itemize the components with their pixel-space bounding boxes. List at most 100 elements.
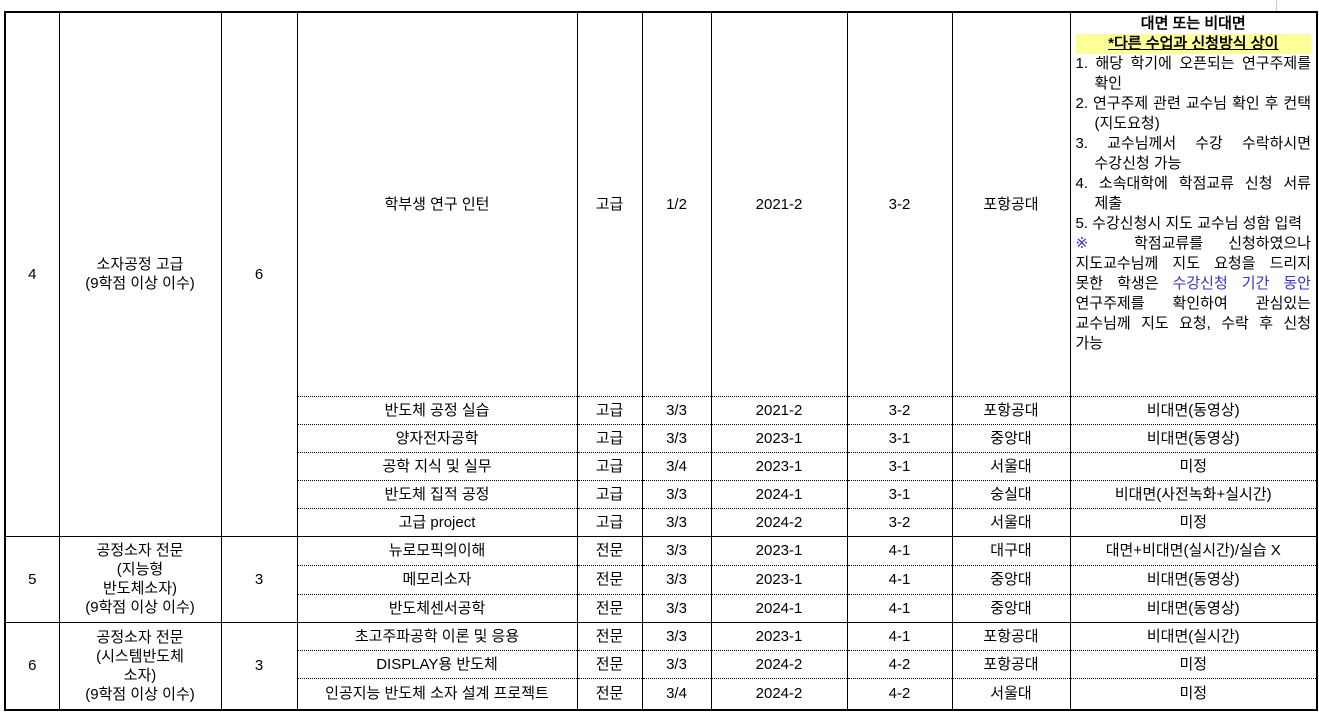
category-line: 소자공정 고급 [96, 256, 184, 274]
cell-group-no: 4 [4, 11, 59, 536]
cell-university: 대구대 [951, 535, 1070, 565]
cell-level: 전문 [576, 649, 642, 678]
cell-course-name: 학부생 연구 인턴 [296, 11, 577, 396]
category-line: (9학점 이상 이수) [85, 685, 195, 703]
cell-course-name: DISPLAY용 반도체 [296, 649, 577, 678]
cell-university: 포항공대 [951, 649, 1070, 678]
note-title: 대면 또는 비대면 [1140, 15, 1246, 32]
note-warning: ※ 학점교류를 신청하였으나 지도교수님께 지도 요청을 드리지 못한 학생은 … [1076, 234, 1312, 354]
cell-university: 서울대 [951, 677, 1070, 710]
category-line: 소자) [123, 666, 157, 684]
cell-note: 비대면(동영상) [1069, 593, 1317, 622]
cell-grade: 4-1 [846, 535, 952, 565]
cell-ratio: 3/3 [641, 423, 711, 452]
cell-level: 고급 [576, 479, 642, 508]
cell-level: 전문 [576, 677, 642, 710]
cell-term: 2021-2 [710, 395, 847, 424]
table-row: 공학 지식 및 실무 고급 3/4 2023-1 3-1 서울대 미정 [5, 451, 1317, 480]
warning-text: 연구주제를 확인하여 관심있는 교수님께 지도 요청, 수락 후 신청 가능 [1075, 295, 1312, 352]
table-row: 반도체 집적 공정 고급 3/3 2024-1 3-1 숭실대 비대면(사전녹화… [5, 479, 1317, 508]
cell-grade: 3-2 [846, 11, 952, 396]
cell-term: 2023-1 [710, 621, 847, 650]
cell-level: 고급 [576, 451, 642, 480]
cell-term: 2024-2 [710, 677, 847, 710]
cell-note: 비대면(사전녹화+실시간) [1069, 479, 1317, 508]
cell-group-no: 5 [4, 535, 59, 622]
cell-level: 전문 [576, 621, 642, 650]
cell-note: 미정 [1069, 649, 1317, 678]
table-row: 양자전자공학 고급 3/3 2023-1 3-1 중앙대 비대면(동영상) [5, 423, 1317, 452]
cell-ratio: 3/3 [641, 649, 711, 678]
table-row: 고급 project 고급 3/3 2024-2 3-2 서울대 미정 [5, 507, 1317, 536]
cell-grade: 4-1 [846, 564, 952, 594]
cell-note-special: 대면 또는 비대면 *다른 수업과 신청방식 상이 1. 해당 학기에 오픈되는… [1069, 11, 1317, 396]
cell-grade: 3-1 [846, 479, 952, 508]
table-row: 반도체센서공학 전문 3/3 2024-1 4-1 중앙대 비대면(동영상) [5, 593, 1317, 622]
cell-course-name: 반도체센서공학 [296, 593, 577, 622]
cell-grade: 4-2 [846, 677, 952, 710]
cell-note: 미정 [1069, 451, 1317, 480]
cell-grade: 4-2 [846, 649, 952, 678]
cell-term: 2023-1 [710, 564, 847, 594]
table-row: 반도체 공정 실습 고급 3/3 2021-2 3-2 포항공대 비대면(동영상… [5, 395, 1317, 424]
cell-grade: 3-1 [846, 451, 952, 480]
table-row: 6 공정소자 전문 (시스템반도체 소자) (9학점 이상 이수) 3 초고주파… [4, 621, 1317, 710]
cell-category: 공정소자 전문 (시스템반도체 소자) (9학점 이상 이수) [58, 621, 221, 710]
table-row: DISPLAY용 반도체 전문 3/3 2024-2 4-2 포항공대 미정 [5, 649, 1317, 678]
note-step: 1. 해당 학기에 오픈되는 연구주제를 확인 [1075, 55, 1312, 92]
warning-emphasis: 수강신청 기간 동안 [1172, 275, 1311, 292]
table-row: 인공지능 반도체 소자 설계 프로젝트 전문 3/4 2024-2 4-2 서울… [5, 677, 1317, 710]
cell-course-name: 고급 project [296, 507, 577, 536]
note-step: 3. 교수님께서 수강 수락하시면 수강신청 가능 [1075, 135, 1312, 172]
note-step: 4. 소속대학에 학점교류 신청 서류 제출 [1075, 175, 1312, 212]
note-step: 5. 수강신청시 지도 교수님 성함 입력 [1075, 215, 1303, 232]
cell-course-name: 공학 지식 및 실무 [296, 451, 577, 480]
table-row: 메모리소자 전문 3/3 2023-1 4-1 중앙대 비대면(동영상) [5, 564, 1317, 594]
cell-credits: 3 [220, 535, 297, 622]
category-line: (9학점 이상 이수) [85, 275, 195, 293]
cell-note: 비대면(실시간) [1069, 621, 1317, 650]
cell-university: 포항공대 [951, 395, 1070, 424]
category-line: (9학점 이상 이수) [85, 599, 195, 616]
cell-note: 대면+비대면(실시간)/실습 X [1069, 535, 1317, 565]
table-row: 5 공정소자 전문 (지능형 반도체소자) (9학점 이상 이수) 3 뉴로모픽… [4, 535, 1317, 622]
cell-note: 미정 [1069, 677, 1317, 710]
cell-course-name: 뉴로모픽의이해 [296, 535, 577, 565]
cell-term: 2024-1 [710, 479, 847, 508]
cell-ratio: 3/3 [641, 479, 711, 508]
cell-note: 미정 [1069, 507, 1317, 536]
cell-level: 전문 [576, 593, 642, 622]
cell-ratio: 3/4 [641, 677, 711, 710]
cell-university: 서울대 [951, 507, 1070, 536]
cell-term: 2024-2 [710, 649, 847, 678]
cell-level: 고급 [576, 423, 642, 452]
cell-course-name: 초고주파공학 이론 및 응용 [296, 621, 577, 650]
cell-ratio: 1/2 [641, 11, 711, 396]
warning-text: 학점교류를 신청하였으나 지도교수님께 지도 요청을 드리지 못한 학생은 [1075, 235, 1312, 292]
cell-level: 전문 [576, 564, 642, 594]
cell-ratio: 3/4 [641, 451, 711, 480]
cell-note: 비대면(동영상) [1069, 423, 1317, 452]
cell-course-name: 인공지능 반도체 소자 설계 프로젝트 [296, 677, 577, 710]
cell-ratio: 3/3 [641, 507, 711, 536]
category-line: 공정소자 전문 [96, 542, 184, 559]
category-line: (지능형 [116, 561, 164, 578]
table-row: 4 소자공정 고급 (9학점 이상 이수) 6 학부생 연구 인턴 고급 1/2… [4, 11, 1317, 536]
cell-note: 비대면(동영상) [1069, 564, 1317, 594]
cell-grade: 3-2 [846, 395, 952, 424]
category-line: 반도체소자) [103, 580, 177, 597]
cell-ratio: 3/3 [641, 535, 711, 565]
cell-credits: 6 [220, 11, 297, 536]
cell-term: 2023-1 [710, 535, 847, 565]
cell-grade: 4-1 [846, 621, 952, 650]
note-step: 2. 연구주제 관련 교수님 확인 후 컨택(지도요청) [1075, 95, 1312, 132]
category-line: (시스템반도체 [96, 647, 184, 665]
cell-level: 전문 [576, 535, 642, 565]
cell-term: 2021-2 [710, 11, 847, 396]
course-table: 4 소자공정 고급 (9학점 이상 이수) 6 학부생 연구 인턴 고급 1/2… [4, 11, 1318, 711]
cell-course-name: 메모리소자 [296, 564, 577, 594]
note-highlight: *다른 수업과 신청방식 상이 [1075, 34, 1311, 54]
cell-category: 공정소자 전문 (지능형 반도체소자) (9학점 이상 이수) [58, 535, 221, 622]
cell-university: 숭실대 [951, 479, 1070, 508]
cell-university: 포항공대 [951, 11, 1070, 396]
